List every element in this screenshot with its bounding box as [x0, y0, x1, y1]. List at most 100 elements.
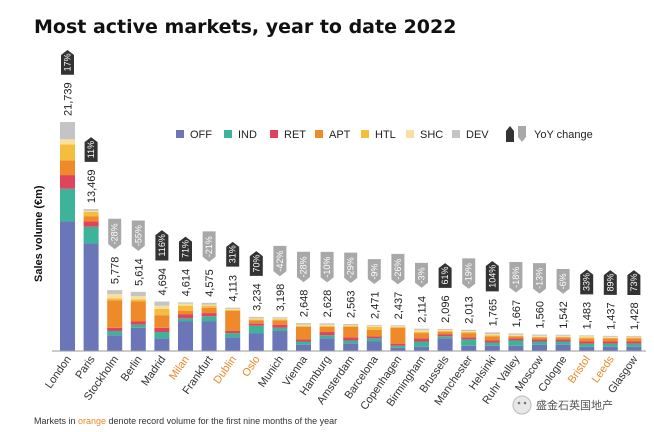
yoy-label-copenhagen: -26%	[393, 259, 403, 280]
yoy-pills-group: 17% 11% -28% -55% 116% 71% -21% 31% 70% -42% -28% -…	[61, 50, 641, 295]
yoy-pill-milan	[179, 236, 192, 262]
bar-segment-dublin-ind	[225, 333, 241, 338]
total-label-manchester: 2,013	[464, 296, 476, 324]
bar-segment-barcelona-apt	[366, 329, 382, 337]
bar-segment-frankfurt-off	[201, 321, 217, 351]
watermark-text: 盛金石英国地产	[536, 398, 613, 412]
bar-segment-brussels-apt	[437, 332, 453, 335]
bar-segment-hamburg-off	[319, 338, 335, 351]
bar-segment-frankfurt-ind	[201, 316, 217, 322]
legend-down-arrow-icon	[518, 126, 526, 142]
total-label-munich: 3,198	[275, 284, 287, 312]
bar-segment-helsinki-ret	[484, 340, 500, 343]
bar-segment-vienna-apt	[296, 326, 311, 340]
total-label-ruhr-valley: 1,667	[511, 300, 523, 328]
legend-swatch-ind	[224, 130, 232, 138]
total-label-madrid: 4,694	[157, 268, 169, 296]
bar-segment-berlin-shc	[130, 296, 146, 300]
bar-segment-brussels-ind	[437, 336, 453, 339]
bar-segment-helsinki-off	[484, 345, 500, 351]
yoy-pill-amsterdam	[344, 252, 358, 284]
yoy-label-amsterdam: -29%	[346, 257, 356, 278]
yoy-pill-dublin	[226, 241, 240, 267]
bar-segment-hamburg-apt	[319, 326, 335, 333]
bar-segment-birmingham-htl	[414, 332, 429, 334]
bar-segment-hamburg-ret	[319, 332, 335, 336]
bar-segment-paris-dev	[83, 209, 99, 211]
total-label-amsterdam: 2,563	[346, 290, 358, 318]
bars-group	[60, 122, 642, 351]
bar-segment-berlin-htl	[130, 299, 146, 302]
bar-segment-ruhr-valley-off	[508, 345, 524, 351]
bar-segment-glasgow-dev	[626, 335, 642, 337]
yoy-pill-stockholm	[108, 218, 122, 250]
bar-segment-bristol-dev	[579, 335, 595, 337]
bar-segment-copenhagen-ind	[390, 345, 406, 348]
footnote-before: Markets in	[34, 416, 78, 426]
yoy-label-munich: -42%	[275, 251, 285, 272]
yoy-label-hamburg: -10%	[322, 257, 332, 278]
total-label-cologne: 1,542	[558, 301, 570, 329]
bar-segment-hamburg-ind	[319, 335, 335, 339]
bar-segment-paris-apt	[83, 216, 99, 222]
bar-segment-berlin-off	[130, 327, 146, 351]
total-label-stockholm: 5,778	[110, 257, 122, 285]
wechat-icon	[512, 395, 532, 415]
bar-segment-oslo-dev	[248, 316, 264, 319]
bar-segment-madrid-dev	[154, 301, 170, 306]
total-label-copenhagen: 2,437	[393, 292, 405, 320]
bar-segment-oslo-ret	[248, 323, 264, 326]
yoy-pill-barcelona	[367, 259, 381, 284]
bar-segment-birmingham-ret	[414, 338, 429, 342]
footnote: Markets in orange denote record volume f…	[34, 416, 337, 426]
yoy-label-milan: 71%	[181, 240, 191, 258]
bar-segment-copenhagen-htl	[390, 326, 406, 328]
bar-segment-amsterdam-shc	[343, 325, 359, 326]
bar-segment-glasgow-htl	[626, 337, 642, 339]
bar-segment-birmingham-shc	[414, 329, 429, 333]
city-label-dublin: Dublin	[211, 354, 239, 386]
total-label-dublin: 4,113	[228, 275, 240, 302]
yoy-label-berlin: -55%	[133, 225, 143, 246]
bar-segment-copenhagen-dev	[390, 325, 406, 327]
legend-yoy-label: YoY change	[534, 129, 593, 141]
bar-segment-oslo-ind	[248, 325, 264, 334]
total-label-helsinki: 1,765	[487, 299, 499, 327]
bar-segment-paris-htl	[83, 211, 99, 217]
yoy-pill-copenhagen	[391, 253, 405, 285]
yoy-label-bristol: 33%	[582, 273, 592, 291]
legend: OFF IND RET APT HTL SHC DEV YoY change	[176, 126, 593, 142]
yoy-pill-madrid	[155, 230, 169, 261]
bar-segment-bristol-shc	[579, 336, 595, 338]
bar-segment-leeds-off	[602, 346, 618, 351]
bar-segment-manchester-off	[461, 345, 477, 351]
bar-segment-copenhagen-shc	[390, 326, 406, 327]
yoy-label-glasgow: 73%	[629, 274, 639, 292]
yoy-pill-leeds	[603, 270, 617, 295]
bar-segment-stockholm-dev	[107, 290, 123, 295]
bar-segment-brussels-htl	[437, 330, 453, 333]
bar-segment-london-off	[60, 221, 75, 351]
yoy-pill-vienna	[297, 251, 310, 283]
bar-segment-paris-shc	[83, 210, 99, 212]
bar-segment-manchester-shc	[461, 330, 477, 333]
yoy-label-paris: 11%	[86, 141, 96, 158]
yoy-pill-helsinki	[485, 261, 499, 292]
bar-segment-frankfurt-ret	[201, 313, 217, 317]
bar-segment-leeds-shc	[602, 336, 618, 338]
bar-segment-copenhagen-apt	[390, 327, 406, 344]
bar-segment-barcelona-ret	[366, 336, 382, 339]
bar-segment-glasgow-shc	[626, 336, 642, 338]
bar-segment-manchester-ind	[461, 339, 477, 346]
bar-segment-bristol-apt	[579, 338, 595, 342]
bar-segment-berlin-dev	[130, 291, 146, 297]
bar-segment-dublin-dev	[225, 307, 241, 309]
legend-label-apt: APT	[329, 129, 351, 141]
bar-segment-moscow-dev	[532, 334, 547, 336]
legend-label-htl: HTL	[375, 129, 396, 141]
bar-segment-frankfurt-apt	[201, 307, 217, 314]
bar-segment-frankfurt-htl	[201, 305, 217, 308]
bar-segment-moscow-shc	[532, 335, 547, 337]
bar-segment-manchester-dev	[461, 329, 477, 331]
yoy-pill-berlin	[131, 220, 145, 251]
